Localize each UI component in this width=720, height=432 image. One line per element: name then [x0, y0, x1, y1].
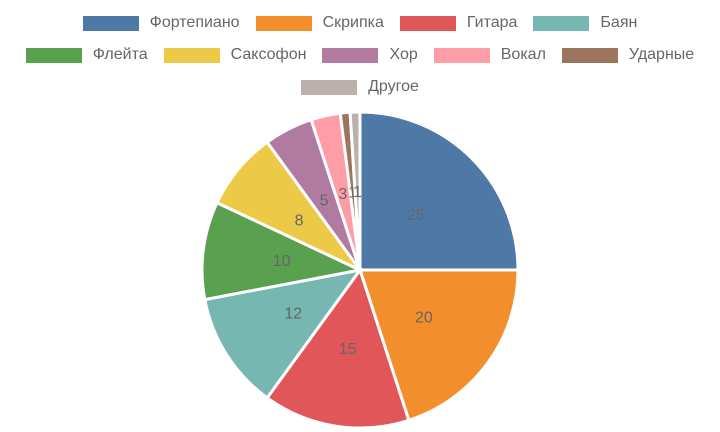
- slice-value-label: 12: [284, 305, 302, 322]
- legend-label: Фортепиано: [149, 14, 240, 31]
- pie-slice[interactable]: [357, 268, 520, 423]
- legend-swatch: [399, 15, 456, 31]
- legend-item[interactable]: Хор: [322, 46, 418, 64]
- slice-value-label: 1: [353, 184, 362, 201]
- legend-label: Баян: [600, 14, 638, 31]
- legend-label: Вокал: [500, 46, 546, 63]
- slice-value-label: 25: [407, 207, 425, 224]
- legend-label: Хор: [389, 46, 418, 63]
- slice-value-label: 10: [273, 253, 291, 270]
- legend-item[interactable]: Ударные: [561, 46, 695, 64]
- legend-item[interactable]: Другое: [301, 78, 419, 96]
- slice-value-label: 1: [348, 184, 357, 201]
- legend-row: Другое: [0, 78, 720, 96]
- legend-label: Ударные: [628, 46, 695, 63]
- legend-item[interactable]: Баян: [533, 14, 637, 32]
- legend-item[interactable]: Фортепиано: [82, 14, 240, 32]
- legend-swatch: [533, 15, 590, 31]
- legend-swatch: [25, 47, 82, 63]
- pie-slice[interactable]: [200, 200, 365, 302]
- legend-item[interactable]: Гитара: [399, 14, 518, 32]
- slice-value-label: 8: [295, 213, 304, 230]
- legend-row: Фортепиано Скрипка Гитара Баян: [0, 14, 720, 32]
- legend-item[interactable]: Саксофон: [163, 46, 307, 64]
- legend-label: Флейта: [92, 46, 148, 63]
- legend-item[interactable]: Скрипка: [255, 14, 384, 32]
- pie-slice[interactable]: [203, 267, 364, 400]
- pie-slice[interactable]: [358, 110, 520, 272]
- legend-swatch: [322, 47, 379, 63]
- legend-row: Флейта Саксофон Хор Вокал Ударные: [0, 46, 720, 64]
- legend-label: Гитара: [466, 14, 518, 31]
- legend-label: Скрипка: [322, 14, 384, 31]
- slice-value-label: 20: [415, 309, 433, 326]
- slice-value-label: 3: [338, 186, 347, 203]
- legend-swatch: [433, 47, 490, 63]
- legend-swatch: [561, 47, 618, 63]
- pie-slice[interactable]: [265, 266, 411, 430]
- slice-value-label: 15: [339, 341, 357, 358]
- legend-label: Другое: [368, 78, 419, 95]
- legend-swatch: [82, 15, 139, 31]
- legend-item[interactable]: Флейта: [25, 46, 148, 64]
- legend-label: Саксофон: [230, 46, 307, 63]
- pie-slice[interactable]: [348, 110, 362, 271]
- legend-swatch: [163, 47, 220, 63]
- legend-item[interactable]: Вокал: [433, 46, 546, 64]
- legend-swatch: [255, 15, 312, 31]
- legend-swatch: [301, 79, 358, 95]
- slice-value-label: 5: [320, 193, 329, 210]
